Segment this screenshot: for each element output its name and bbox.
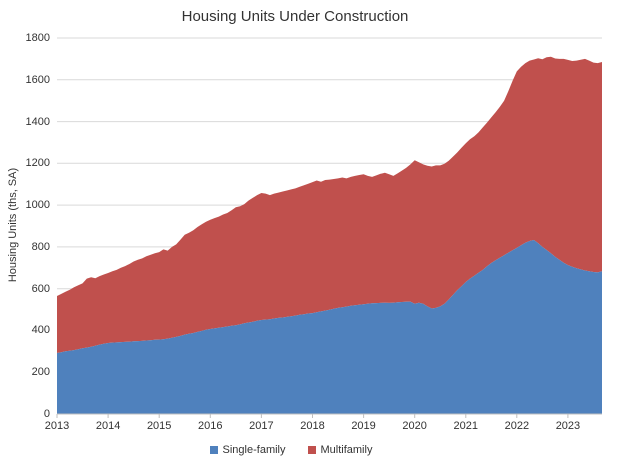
x-tick-label: 2015 [146, 420, 172, 432]
x-tick-label: 2013 [44, 420, 70, 432]
x-tick-label: 2019 [351, 420, 376, 432]
multifamily-swatch-icon [307, 446, 316, 454]
y-tick-label: 600 [31, 282, 50, 295]
y-tick-label: 1800 [25, 32, 50, 44]
chart-title: Housing Units Under Construction [181, 8, 409, 25]
y-tick-label: 400 [31, 324, 50, 337]
legend-item-multifamily: Multifamily [307, 444, 373, 456]
x-tick-label: 2021 [453, 420, 478, 432]
x-tick-label: 2023 [555, 420, 581, 432]
multifamily-area [57, 56, 602, 354]
y-tick-label: 800 [31, 240, 50, 253]
single-family-swatch-icon [209, 446, 218, 454]
single-family-area [57, 240, 602, 414]
y-tick-label: 1200 [25, 157, 50, 170]
legend-label-single-family: Single-family [222, 444, 286, 456]
x-tick-label: 2017 [249, 420, 274, 432]
x-tick-label: 2020 [402, 420, 427, 432]
y-tick-label: 0 [43, 408, 50, 420]
legend-label-multifamily: Multifamily [320, 444, 373, 456]
y-tick-label: 1000 [25, 199, 50, 212]
y-tick-label: 1600 [25, 73, 50, 86]
legend-item-single-family: Single-family [209, 444, 286, 456]
y-tick-label: 1400 [25, 115, 50, 128]
x-tick-label: 2016 [198, 420, 223, 432]
y-tick-label: 200 [31, 366, 50, 379]
legend: Single-family Multifamily [0, 444, 582, 456]
x-tick-label: 2018 [300, 420, 325, 432]
x-tick-label: 2022 [504, 420, 530, 432]
x-tick-label: 2014 [95, 420, 121, 432]
